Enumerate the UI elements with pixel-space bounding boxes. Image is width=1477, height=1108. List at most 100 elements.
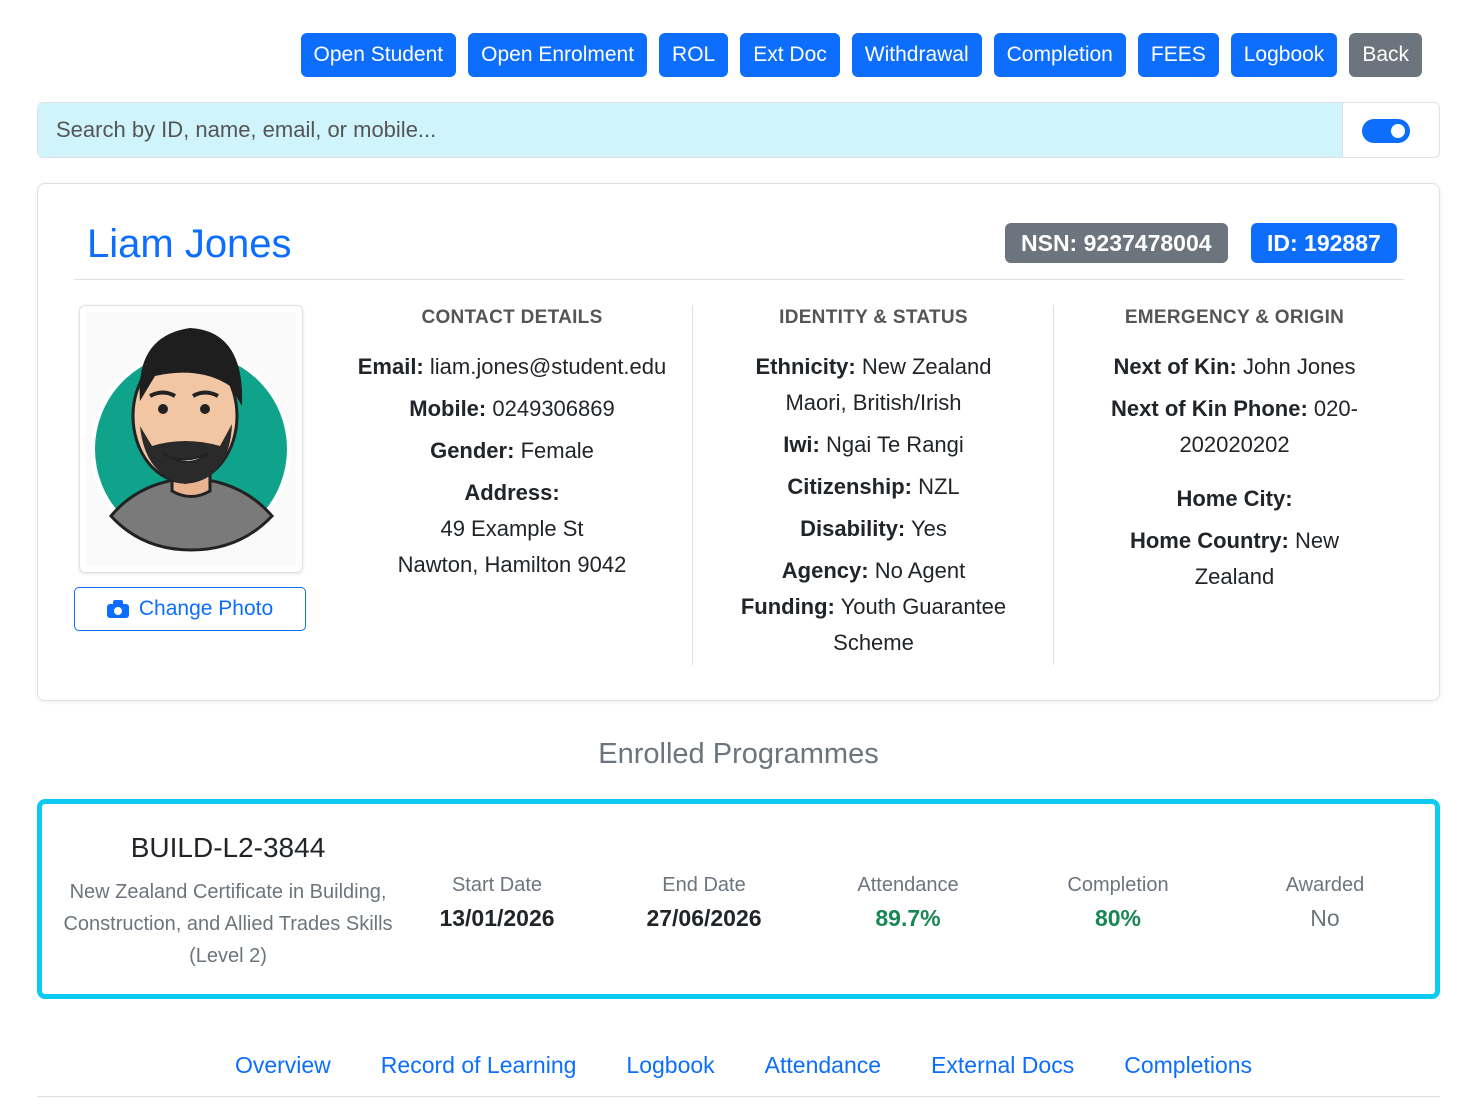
toggle-switch[interactable] — [1342, 103, 1439, 157]
contact-column: CONTACT DETAILS Email: liam.jones@studen… — [338, 305, 686, 665]
field-value: No Agent — [874, 558, 966, 583]
tab-underline — [37, 1096, 1440, 1097]
field: Citizenship: NZL — [729, 469, 1018, 505]
field: Home City: — [1104, 481, 1365, 517]
button[interactable]: Withdrawal — [851, 33, 982, 77]
stat: Completion 80% — [1018, 874, 1218, 932]
search-input[interactable]: Search by ID, name, email, or mobile... — [38, 103, 1342, 157]
field-label: Home Country: — [1129, 528, 1289, 553]
tab[interactable]: External Docs — [931, 1052, 1075, 1078]
nsn-badge: NSN: 9237478004 — [1005, 223, 1228, 263]
field: Agency: No Agent — [729, 553, 1018, 589]
tab[interactable]: Record of Learning — [380, 1052, 577, 1078]
button[interactable]: Logbook — [1230, 33, 1338, 77]
stat-label: Completion — [1067, 874, 1169, 896]
field-value: 0249306869 — [492, 396, 615, 421]
field-value: 020-202020202 — [1179, 396, 1358, 457]
field-value: Yes — [910, 516, 947, 541]
field: Next of Kin: John Jones — [1104, 349, 1365, 385]
stat-value: 89.7% — [875, 905, 941, 931]
field-label: Ethnicity: — [755, 354, 856, 379]
field: Email: liam.jones@student.edu — [338, 349, 686, 385]
stat: Start Date 13/01/2026 — [397, 874, 597, 932]
programme-card[interactable]: BUILD-L2-3844 New Zealand Certificate in… — [37, 799, 1440, 999]
field: Funding: Youth Guarantee Scheme — [729, 589, 1018, 661]
field-value: Youth Guarantee Scheme — [833, 594, 1007, 655]
field-label: Iwi: — [783, 432, 820, 457]
field: Disability: Yes — [729, 511, 1018, 547]
address-line: Nawton, Hamilton 9042 — [397, 552, 627, 577]
field-value: New Zealand — [1194, 528, 1340, 589]
section-title: CONTACT DETAILS — [421, 307, 603, 328]
avatar — [86, 312, 296, 566]
field: Gender: Female — [338, 433, 686, 469]
stat-label: Start Date — [451, 874, 543, 896]
tab[interactable]: Completions — [1124, 1052, 1253, 1078]
search-bar: Search by ID, name, email, or mobile... — [37, 102, 1440, 158]
field-label: Gender: — [430, 438, 515, 463]
field-value: John Jones — [1243, 354, 1356, 379]
field-label: Disability: — [800, 516, 906, 541]
photo-frame — [79, 305, 303, 573]
field: Mobile: 0249306869 — [338, 391, 686, 427]
back-button[interactable]: Back — [1349, 33, 1422, 77]
field-value: Ngai Te Rangi — [826, 432, 964, 457]
button[interactable]: ROL — [659, 33, 729, 77]
field: Ethnicity: New Zealand Maori, British/Ir… — [729, 349, 1018, 421]
divider — [74, 279, 1404, 280]
stat: Awarded No — [1225, 874, 1425, 932]
button-label: Change Photo — [138, 597, 274, 620]
field-value: Female — [520, 438, 594, 463]
field-label: Funding: — [740, 594, 835, 619]
identity-column: IDENTITY & STATUS Ethnicity: New Zealand… — [692, 305, 1054, 665]
tab[interactable]: Overview — [234, 1052, 331, 1078]
button[interactable]: Ext Doc — [740, 33, 840, 77]
stat-label: Attendance — [857, 874, 959, 896]
field-value: liam.jones@student.edu — [429, 354, 667, 379]
section-heading: Enrolled Programmes — [598, 738, 879, 770]
id-badge: ID: 192887 — [1251, 223, 1397, 263]
field-value: NZL — [918, 474, 960, 499]
programme-code: BUILD-L2-3844 — [130, 832, 326, 863]
tab-bar: Overview Record of Learning Logbook Atte… — [0, 1052, 1477, 1079]
tab[interactable]: Logbook — [626, 1052, 715, 1078]
stat-value: No — [1310, 905, 1340, 931]
button[interactable]: FEES — [1137, 33, 1219, 77]
field: Home Country: New Zealand — [1104, 523, 1365, 595]
section-title: EMERGENCY & ORIGIN — [1124, 307, 1345, 328]
student-name: Liam Jones — [87, 222, 292, 266]
field-label: Email: — [357, 354, 424, 379]
field-label: Address: — [464, 480, 560, 505]
button[interactable]: Open Student — [300, 33, 457, 77]
stat-label: Awarded — [1285, 874, 1365, 896]
button[interactable]: Completion — [993, 33, 1126, 77]
programme-name: New Zealand Certificate in Building, Con… — [63, 881, 393, 967]
student-card: Liam Jones NSN: 9237478004 ID: 192887 Ch… — [37, 183, 1440, 701]
address-line: 49 Example St — [440, 516, 584, 541]
field-label: Home City: — [1176, 486, 1293, 511]
emergency-column: EMERGENCY & ORIGIN Next of Kin: John Jon… — [1053, 305, 1415, 665]
field: Iwi: Ngai Te Rangi — [729, 427, 1018, 463]
field-label: Mobile: — [409, 396, 487, 421]
tab[interactable]: Attendance — [764, 1052, 882, 1078]
stat: Attendance 89.7% — [808, 874, 1008, 932]
section-title: IDENTITY & STATUS — [779, 307, 968, 328]
switch-knob — [1362, 119, 1410, 143]
field-label: Next of Kin Phone: — [1111, 396, 1308, 421]
field-label: Next of Kin: — [1113, 354, 1237, 379]
change-photo-button[interactable]: Change Photo — [74, 587, 306, 631]
button[interactable]: Open Enrolment — [468, 33, 648, 77]
field-value: New Zealand Maori, British/Irish — [785, 354, 992, 415]
stat-label: End Date — [662, 874, 746, 896]
field-label: Citizenship: — [787, 474, 912, 499]
stat-value: 80% — [1094, 905, 1142, 931]
stat-value: 13/01/2026 — [439, 905, 555, 931]
field-label: Agency: — [781, 558, 869, 583]
field: Next of Kin Phone: 020-202020202 — [1104, 391, 1365, 463]
camera-icon — [106, 600, 129, 618]
field: Address: 49 Example St Nawton, Hamilton 90… — [338, 475, 686, 583]
stat-value: 27/06/2026 — [646, 905, 762, 931]
stat: End Date 27/06/2026 — [604, 874, 804, 932]
